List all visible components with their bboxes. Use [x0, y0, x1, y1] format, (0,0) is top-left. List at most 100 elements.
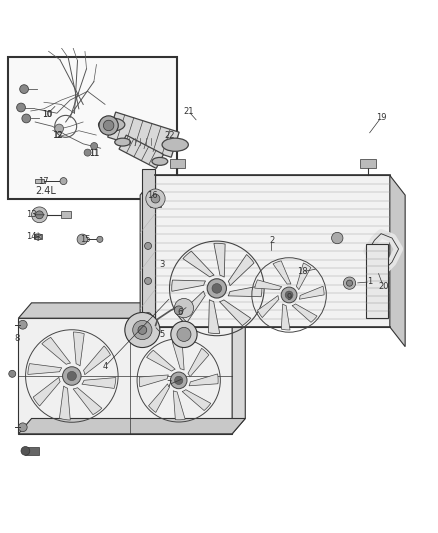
Polygon shape — [281, 304, 290, 330]
Bar — [8, 57, 177, 199]
Polygon shape — [228, 254, 254, 286]
Text: 1: 1 — [367, 277, 373, 286]
Bar — [35, 179, 44, 183]
Text: 17: 17 — [39, 176, 49, 185]
Polygon shape — [74, 332, 84, 366]
Polygon shape — [182, 390, 211, 410]
Circle shape — [9, 370, 16, 377]
Circle shape — [35, 211, 43, 219]
Circle shape — [343, 277, 356, 289]
Text: 3: 3 — [159, 260, 165, 269]
Circle shape — [67, 372, 77, 381]
Polygon shape — [108, 112, 179, 157]
Bar — [61, 211, 71, 219]
Polygon shape — [180, 291, 205, 322]
Polygon shape — [73, 387, 102, 415]
Text: 11: 11 — [89, 149, 99, 158]
Polygon shape — [299, 286, 324, 299]
Circle shape — [99, 116, 118, 135]
Polygon shape — [139, 375, 168, 387]
Circle shape — [77, 234, 88, 245]
Circle shape — [174, 306, 183, 314]
Circle shape — [32, 207, 47, 223]
Polygon shape — [390, 175, 405, 346]
Bar — [25, 447, 39, 455]
Polygon shape — [18, 303, 245, 318]
Circle shape — [171, 321, 197, 348]
Bar — [18, 318, 232, 434]
Polygon shape — [292, 304, 317, 322]
Circle shape — [207, 279, 226, 298]
Ellipse shape — [115, 138, 131, 146]
Bar — [34, 234, 42, 239]
Circle shape — [20, 85, 28, 93]
Polygon shape — [173, 391, 185, 420]
Circle shape — [18, 423, 27, 432]
Polygon shape — [183, 251, 214, 277]
Text: 10: 10 — [42, 110, 52, 118]
Polygon shape — [148, 384, 170, 413]
Text: 10: 10 — [42, 110, 53, 118]
Circle shape — [145, 243, 152, 249]
Polygon shape — [172, 341, 184, 370]
Polygon shape — [172, 280, 205, 292]
Circle shape — [21, 447, 30, 455]
Circle shape — [60, 177, 67, 184]
Circle shape — [125, 312, 160, 348]
Text: 16: 16 — [147, 191, 158, 200]
Circle shape — [285, 291, 293, 299]
Polygon shape — [214, 243, 225, 277]
Polygon shape — [82, 377, 116, 389]
Circle shape — [63, 367, 81, 385]
Circle shape — [103, 120, 114, 131]
Bar — [142, 169, 155, 334]
Circle shape — [133, 320, 152, 340]
Ellipse shape — [99, 118, 125, 131]
Polygon shape — [140, 175, 155, 346]
Polygon shape — [297, 263, 311, 289]
Polygon shape — [255, 280, 282, 290]
Circle shape — [170, 372, 187, 389]
Text: 7: 7 — [166, 380, 171, 389]
Circle shape — [145, 278, 152, 285]
Text: 4: 4 — [102, 362, 108, 371]
Circle shape — [138, 326, 147, 334]
Circle shape — [177, 327, 191, 342]
Circle shape — [174, 298, 194, 318]
Circle shape — [145, 312, 152, 319]
Polygon shape — [60, 386, 70, 420]
Polygon shape — [208, 300, 220, 334]
Circle shape — [146, 189, 165, 208]
Ellipse shape — [152, 157, 168, 165]
Polygon shape — [84, 346, 110, 375]
Polygon shape — [42, 337, 71, 365]
Bar — [170, 159, 185, 167]
Circle shape — [281, 287, 297, 303]
Circle shape — [97, 236, 103, 243]
Polygon shape — [219, 300, 251, 326]
Text: 2: 2 — [269, 236, 274, 245]
Bar — [360, 159, 376, 167]
Circle shape — [151, 194, 160, 203]
Text: 19: 19 — [376, 113, 386, 122]
Circle shape — [91, 142, 98, 150]
Polygon shape — [18, 418, 245, 434]
Text: 6: 6 — [177, 308, 182, 317]
Text: 14: 14 — [26, 232, 37, 241]
Polygon shape — [188, 348, 209, 377]
Polygon shape — [119, 135, 163, 168]
Circle shape — [17, 103, 25, 112]
Polygon shape — [189, 374, 218, 386]
Text: 18: 18 — [297, 267, 307, 276]
Polygon shape — [258, 295, 279, 318]
Circle shape — [84, 149, 91, 156]
Text: 21: 21 — [183, 107, 194, 116]
Bar — [155, 175, 390, 327]
Ellipse shape — [162, 138, 188, 151]
Polygon shape — [273, 261, 291, 284]
Bar — [366, 244, 388, 318]
Bar — [150, 202, 161, 207]
Polygon shape — [147, 350, 175, 371]
Text: 2.4L: 2.4L — [35, 187, 56, 197]
Text: 12: 12 — [53, 131, 63, 140]
